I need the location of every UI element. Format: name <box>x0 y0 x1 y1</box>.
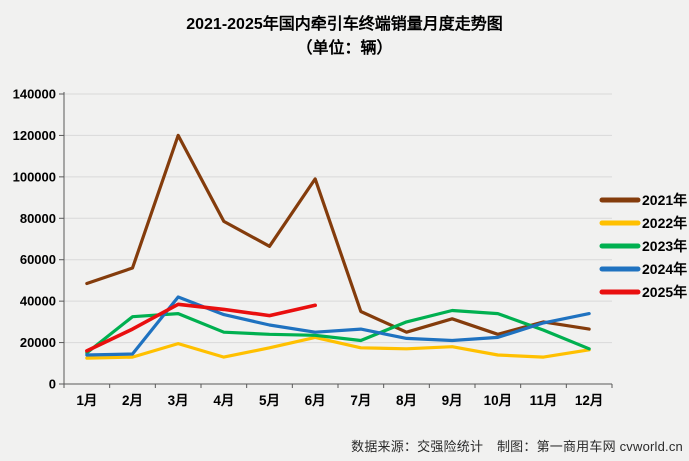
y-axis-label: 20000 <box>20 335 56 350</box>
y-axis-label: 0 <box>49 377 56 392</box>
legend-label: 2021年 <box>642 192 687 208</box>
legend-item-2024: 2024年 <box>599 261 687 277</box>
legend-label: 2022年 <box>642 215 687 231</box>
series-line-2025 <box>85 302 317 353</box>
series-line-2024 <box>85 295 591 357</box>
x-axis-label: 5月 <box>259 393 280 408</box>
y-axis-label: 40000 <box>20 294 56 309</box>
series-line-2022 <box>85 335 591 360</box>
x-axis-label: 4月 <box>213 393 234 408</box>
legend-label: 2024年 <box>642 261 687 277</box>
chart-title-line1: 2021-2025年国内牵引车终端销量月度走势图 <box>186 16 503 33</box>
legend-label: 2025年 <box>642 284 687 300</box>
x-axis-label: 2月 <box>122 393 143 408</box>
series-line-2023 <box>85 308 591 355</box>
y-axis-label: 60000 <box>20 252 56 267</box>
legend-item-2025: 2025年 <box>599 284 687 300</box>
legend-item-2021: 2021年 <box>599 192 687 208</box>
legend-item-2022: 2022年 <box>599 215 687 231</box>
credit-text: 制图：第一商用车网 cvworld.cn <box>496 439 683 454</box>
series-line-2021 <box>85 133 591 336</box>
chart-title-unit: （单位：辆） <box>296 40 393 57</box>
x-axis-label: 6月 <box>305 393 326 408</box>
y-axis-label: 80000 <box>20 211 56 226</box>
legend-item-2023: 2023年 <box>599 238 687 254</box>
x-axis-label: 3月 <box>168 393 189 408</box>
y-axis-label: 140000 <box>13 87 56 102</box>
legend-label: 2023年 <box>642 238 687 254</box>
y-axis-label: 100000 <box>13 169 56 184</box>
data-source-text: 数据来源：交强险统计 <box>351 439 484 454</box>
chart-title: 2021-2025年国内牵引车终端销量月度走势图 （单位：辆） <box>0 13 689 61</box>
x-axis-label: 10月 <box>484 393 513 408</box>
x-axis-label: 9月 <box>442 393 463 408</box>
x-axis-label: 8月 <box>396 393 417 408</box>
x-axis-label: 7月 <box>350 393 371 408</box>
x-axis-label: 12月 <box>575 393 604 408</box>
x-axis-label: 11月 <box>530 393 558 408</box>
chart-footer: 数据来源：交强险统计 制图：第一商用车网 cvworld.cn <box>351 436 683 455</box>
y-axis-label: 120000 <box>13 128 56 143</box>
x-axis-label: 1月 <box>76 393 97 408</box>
